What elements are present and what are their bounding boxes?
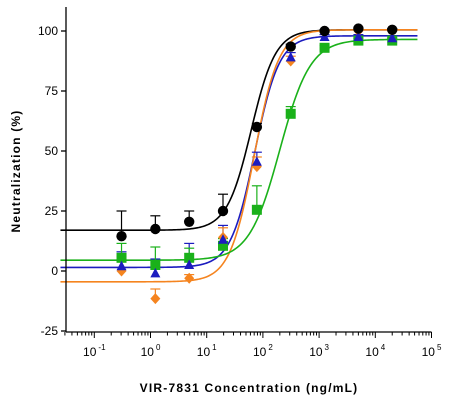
data-point [150, 223, 161, 235]
data-point [116, 252, 127, 263]
data-point [150, 293, 161, 305]
fit-curve [60, 29, 418, 283]
data-point [184, 259, 195, 269]
x-tick-label: 10 1 [197, 343, 217, 359]
data-point [251, 121, 263, 133]
y-tick-label: -25 [41, 324, 59, 338]
y-axis-title: Neutralization (%) [9, 110, 23, 233]
x-tick-label: 10 4 [365, 343, 385, 359]
x-tick-label: 10 3 [309, 343, 329, 359]
data-point [217, 205, 229, 217]
y-tick-label: 25 [45, 204, 59, 218]
fit-curve [60, 35, 418, 269]
data-point [319, 31, 330, 41]
data-point [183, 216, 195, 227]
x-tick-label: 10 5 [422, 343, 442, 359]
axes: -25 0 25 50 75 100 10 -1 10 0 10 1 10 2 10 3 10 4 10 5 [38, 7, 442, 359]
data-point [285, 108, 296, 119]
data-point [217, 240, 228, 251]
x-tick-label: 10 2 [253, 343, 273, 359]
data-point [116, 260, 127, 271]
x-tick-label: 10 -1 [83, 343, 106, 359]
data-point [116, 231, 127, 242]
data-point [319, 25, 330, 37]
data-point [319, 42, 330, 53]
x-tick-label: 10 0 [141, 343, 161, 359]
data-point [353, 31, 364, 41]
data-point [217, 234, 228, 244]
data-point [285, 41, 296, 52]
x-axis-title: VIR-7831 Concentration (ng/mL) [140, 381, 359, 395]
data-point [251, 156, 262, 166]
data-point [285, 51, 296, 62]
data-point [184, 252, 195, 263]
data-point [150, 267, 161, 278]
y-tick-label: 75 [45, 84, 59, 98]
data-point [387, 32, 398, 43]
data-point [184, 272, 195, 284]
fit-curve [60, 29, 418, 231]
y-tick-label: 100 [38, 24, 58, 38]
y-tick-label: 0 [51, 264, 58, 278]
data-point [251, 204, 262, 215]
fit-curves [60, 29, 418, 283]
y-tick-label: 50 [45, 144, 59, 158]
data-point [353, 23, 364, 34]
data-points [116, 23, 398, 305]
data-point [150, 260, 161, 270]
data-point [387, 24, 398, 35]
